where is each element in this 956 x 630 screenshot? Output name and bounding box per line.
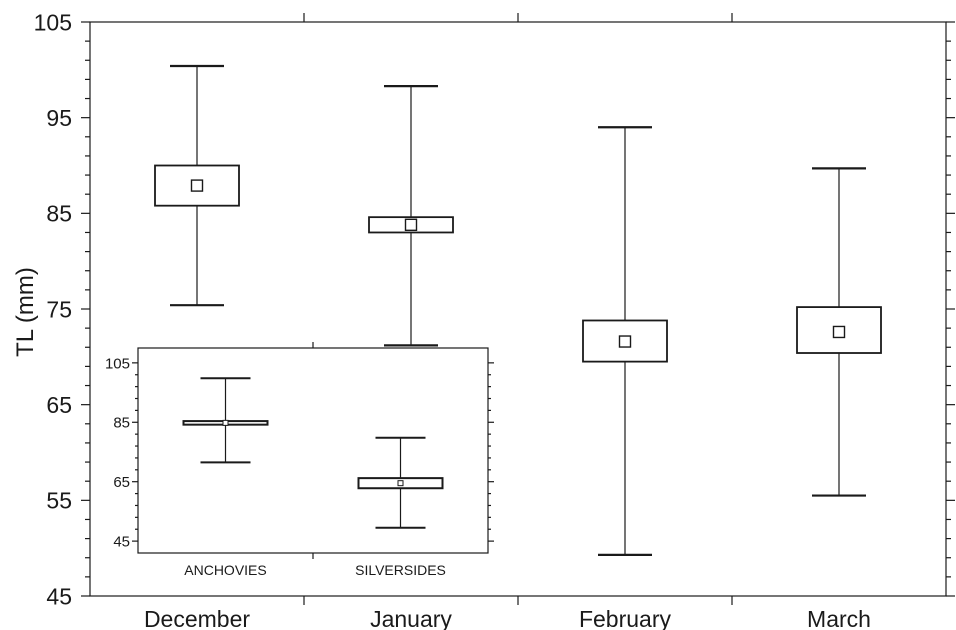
x-category-label: December xyxy=(144,606,250,630)
mean-marker xyxy=(618,335,632,348)
inset-plot-frame xyxy=(137,347,489,554)
inset-x-category-label: SILVERSIDES xyxy=(355,562,446,578)
inset-mean-marker xyxy=(397,480,404,487)
y-tick-label: 105 xyxy=(34,9,72,35)
inset-y-tick-label: 45 xyxy=(113,534,130,551)
y-tick-label: 85 xyxy=(46,201,72,227)
inset-y-tick-label: 85 xyxy=(113,415,130,432)
inset-x-category-label: ANCHOVIES xyxy=(184,562,266,578)
y-axis-label: TL (mm) xyxy=(12,267,39,357)
inset-plot-area: 45 65 85 105 ANCHOVIES SILVERSIDES xyxy=(105,342,494,578)
mean-marker xyxy=(190,179,204,192)
main-plot-area: 45 55 65 75 85 95 105 December January February Ma… xyxy=(34,9,955,630)
x-category-label: March xyxy=(807,606,871,630)
x-category-label: February xyxy=(579,606,672,630)
mean-marker xyxy=(832,325,846,339)
mean-marker xyxy=(404,218,418,232)
inset-y-tick-label: 105 xyxy=(105,355,130,372)
y-tick-label: 75 xyxy=(46,296,72,322)
y-tick-label: 55 xyxy=(46,488,72,514)
inset-y-tick-label: 65 xyxy=(113,474,130,491)
x-category-label: January xyxy=(370,606,452,630)
y-tick-label: 45 xyxy=(46,583,72,609)
y-tick-label: 65 xyxy=(46,392,72,418)
y-tick-label: 95 xyxy=(46,105,72,131)
inset-mean-marker xyxy=(222,419,229,426)
